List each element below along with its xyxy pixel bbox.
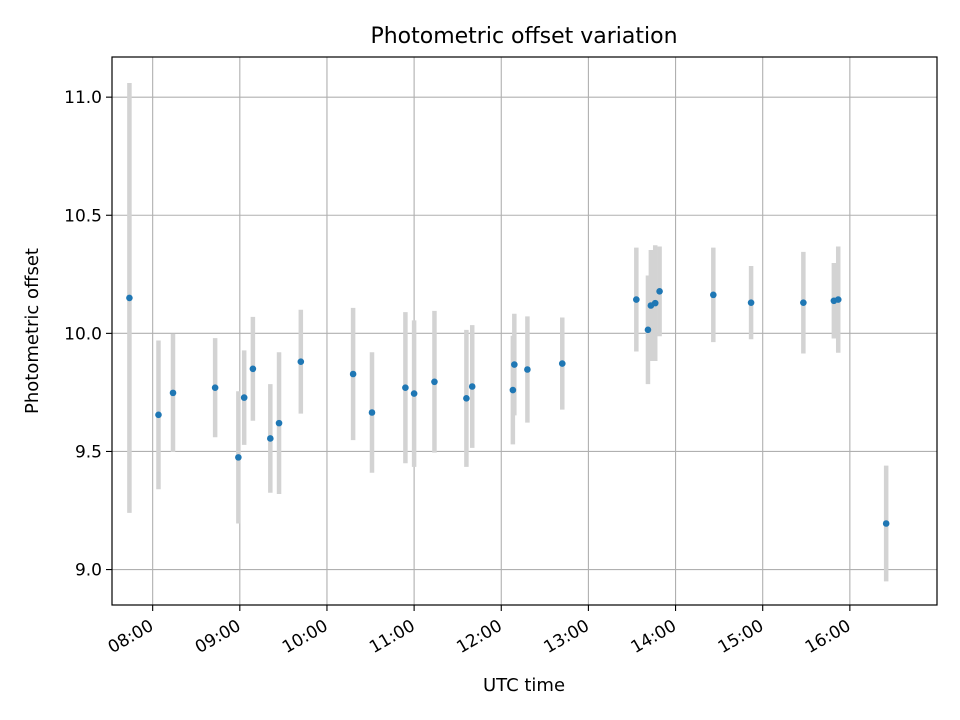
- data-point: [155, 411, 162, 419]
- data-point: [651, 299, 659, 307]
- data-point: [710, 291, 717, 299]
- data-point: [800, 299, 807, 306]
- data-point: [240, 394, 248, 401]
- data-point: [431, 378, 438, 386]
- data-point: [468, 383, 476, 390]
- x-axis-label: UTC time: [483, 675, 565, 696]
- data-point: [349, 370, 357, 378]
- data-point: [633, 296, 640, 303]
- chart-title: Photometric offset variation: [370, 24, 677, 49]
- data-point: [402, 384, 409, 391]
- y-axis-ticks: 9.0 9.5 10.0 10.5 11.0: [64, 88, 112, 581]
- data-point: [211, 384, 219, 391]
- y-tick-label: 11.0: [64, 88, 102, 108]
- data-points: [126, 288, 890, 527]
- data-point: [126, 294, 133, 302]
- data-point: [834, 296, 842, 303]
- data-point: [410, 390, 418, 397]
- data-point: [267, 435, 274, 442]
- data-point: [249, 365, 257, 373]
- data-point: [463, 395, 470, 402]
- data-point: [656, 288, 663, 295]
- data-point: [169, 389, 177, 397]
- data-point: [644, 326, 652, 334]
- data-point: [275, 419, 283, 427]
- y-tick-label: 10.5: [64, 206, 102, 226]
- data-point: [747, 299, 755, 306]
- y-axis-label: Photometric offset: [22, 248, 43, 414]
- data-point: [882, 520, 890, 527]
- y-tick-label: 10.0: [64, 324, 102, 344]
- y-tick-label: 9.0: [75, 561, 102, 581]
- plot-frame: [111, 56, 938, 606]
- data-point: [368, 409, 376, 416]
- grid-lines: [112, 57, 937, 605]
- data-point: [235, 454, 242, 461]
- data-point: [509, 386, 517, 394]
- data-point: [511, 361, 518, 368]
- data-point: [524, 366, 531, 373]
- y-tick-label: 9.5: [75, 442, 102, 462]
- data-point: [558, 360, 566, 367]
- data-point: [297, 358, 305, 366]
